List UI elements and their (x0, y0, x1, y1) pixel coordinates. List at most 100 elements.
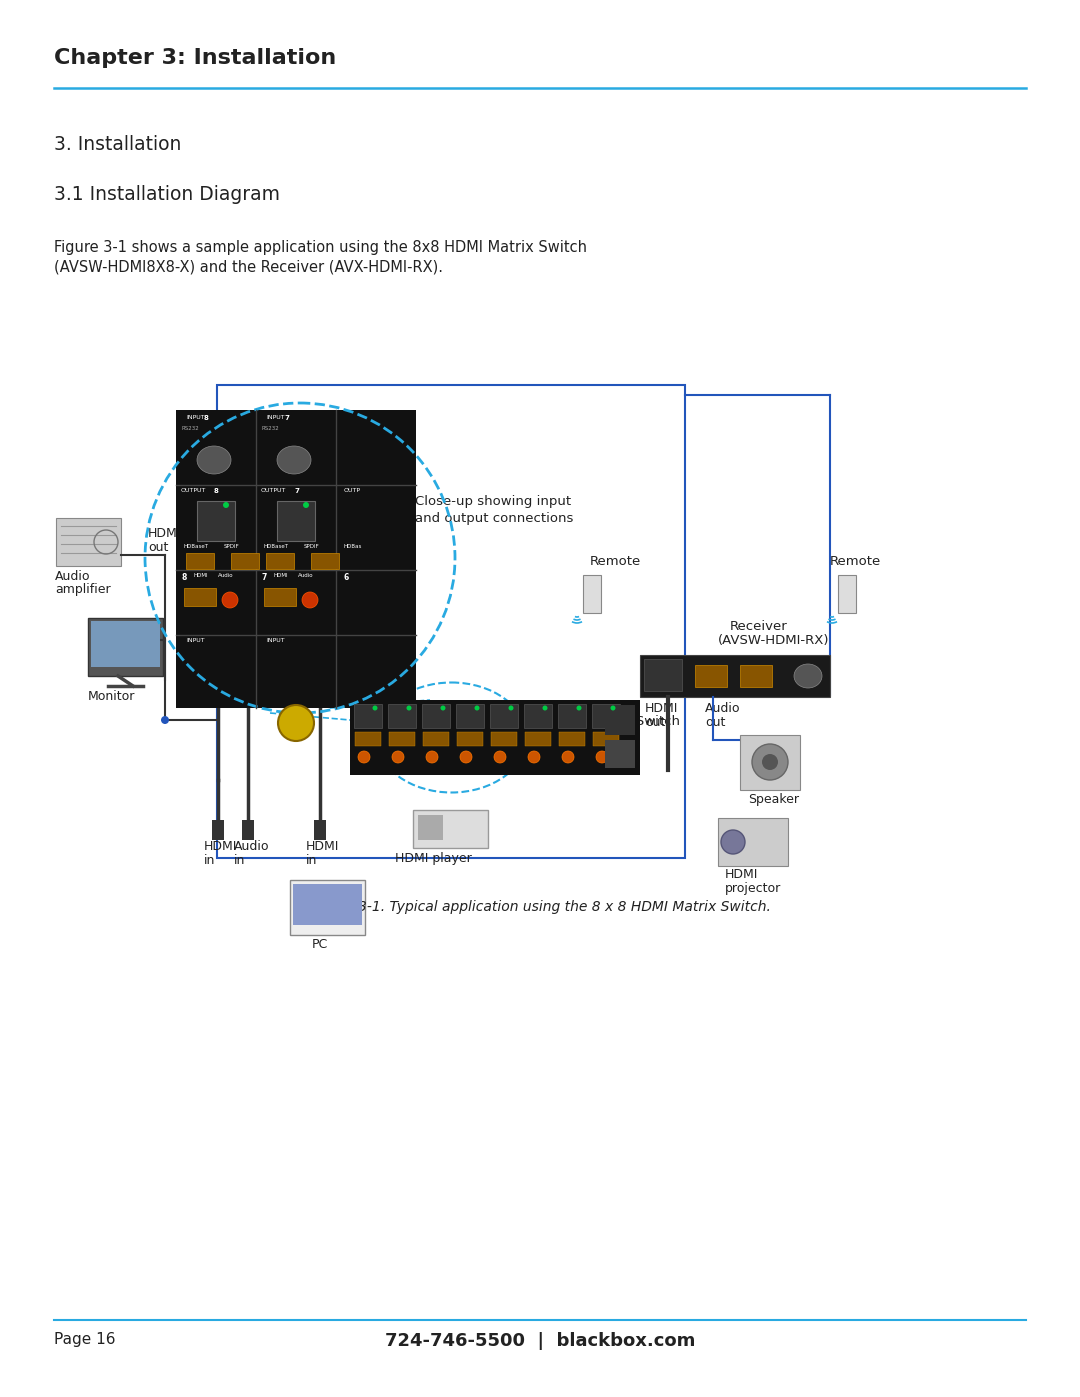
Circle shape (222, 502, 229, 509)
Text: INPUT: INPUT (186, 415, 204, 420)
Bar (583, 576, 600, 613)
Text: Receiver: Receiver (730, 620, 787, 633)
Text: Audio: Audio (705, 703, 741, 715)
Bar (217, 386, 685, 858)
FancyBboxPatch shape (491, 732, 517, 746)
Text: SPDIF: SPDIF (303, 543, 320, 549)
Circle shape (302, 592, 318, 608)
FancyBboxPatch shape (457, 732, 483, 746)
Text: HDBaseT: HDBaseT (264, 543, 289, 549)
Circle shape (406, 705, 411, 711)
FancyBboxPatch shape (388, 704, 416, 728)
Circle shape (392, 752, 404, 763)
FancyBboxPatch shape (423, 732, 449, 746)
Text: (AVSW-HDMI8X8-X) and the Receiver (AVX-HDMI-RX).: (AVSW-HDMI8X8-X) and the Receiver (AVX-H… (54, 260, 443, 275)
FancyBboxPatch shape (490, 704, 518, 728)
Text: HDMI: HDMI (306, 840, 339, 854)
Bar (838, 576, 856, 613)
Bar (350, 700, 640, 775)
Text: amplifier: amplifier (55, 583, 110, 597)
Text: HDMI: HDMI (204, 840, 238, 854)
Circle shape (752, 745, 788, 780)
Text: Figure 3-1. Typical application using the 8 x 8 HDMI Matrix Switch.: Figure 3-1. Typical application using th… (310, 900, 770, 914)
Circle shape (441, 705, 446, 711)
Text: in: in (306, 854, 318, 868)
Circle shape (509, 705, 513, 711)
Text: HDBaseT: HDBaseT (184, 543, 210, 549)
Bar (87, 617, 163, 676)
Text: Page 16: Page 16 (54, 1331, 116, 1347)
Text: Audio: Audio (234, 840, 270, 854)
FancyBboxPatch shape (231, 553, 259, 569)
Text: OUTPUT: OUTPUT (261, 488, 286, 493)
Circle shape (596, 752, 608, 763)
Text: Speaker: Speaker (748, 793, 799, 806)
Text: 3.1 Installation Diagram: 3.1 Installation Diagram (54, 184, 280, 204)
Circle shape (161, 717, 168, 724)
Text: HDBas: HDBas (345, 543, 363, 549)
Text: RS232: RS232 (261, 426, 279, 432)
FancyBboxPatch shape (592, 704, 620, 728)
Text: 6: 6 (345, 573, 349, 583)
Bar (314, 820, 326, 840)
Text: 3. Installation: 3. Installation (54, 136, 181, 154)
Text: OUTPUT: OUTPUT (181, 488, 206, 493)
FancyBboxPatch shape (184, 588, 216, 606)
Circle shape (494, 752, 507, 763)
Text: 8: 8 (181, 573, 187, 583)
Text: in: in (234, 854, 245, 868)
Text: projector: projector (725, 882, 781, 895)
Circle shape (278, 705, 314, 740)
Bar (413, 810, 488, 848)
Text: Remote: Remote (831, 555, 881, 569)
Text: 724-746-5500  |  blackbox.com: 724-746-5500 | blackbox.com (384, 1331, 696, 1350)
Text: Remote: Remote (590, 555, 642, 569)
Text: in: in (204, 854, 215, 868)
Ellipse shape (276, 446, 311, 474)
Bar (56, 518, 121, 566)
Text: INPUT: INPUT (266, 638, 285, 643)
Text: 7: 7 (284, 415, 288, 420)
Text: Audio: Audio (298, 573, 313, 578)
Text: 8 x 8 HDMI Matrix Switch: 8 x 8 HDMI Matrix Switch (513, 715, 680, 728)
FancyBboxPatch shape (593, 732, 619, 746)
Bar (293, 884, 362, 925)
Text: (AVSW-HDMI8X8-X): (AVSW-HDMI8X8-X) (513, 745, 640, 759)
Text: HDMI: HDMI (645, 703, 678, 715)
FancyBboxPatch shape (276, 502, 315, 541)
Text: 7: 7 (294, 488, 299, 495)
Text: out: out (645, 717, 665, 729)
Text: with HDBaseT: with HDBaseT (513, 731, 606, 743)
FancyBboxPatch shape (558, 704, 586, 728)
FancyBboxPatch shape (525, 732, 551, 746)
Circle shape (528, 752, 540, 763)
Text: 8: 8 (214, 488, 219, 495)
Text: HDMI: HDMI (194, 573, 208, 578)
Text: Figure 3-1 shows a sample application using the 8x8 HDMI Matrix Switch: Figure 3-1 shows a sample application us… (54, 240, 588, 256)
Text: and output connections: and output connections (415, 511, 573, 525)
Text: PC: PC (312, 937, 328, 951)
Circle shape (721, 830, 745, 854)
FancyBboxPatch shape (266, 553, 294, 569)
FancyBboxPatch shape (696, 665, 727, 687)
Circle shape (562, 752, 573, 763)
Bar (640, 655, 831, 697)
Text: 7: 7 (261, 573, 267, 583)
Circle shape (610, 705, 616, 711)
Bar (291, 880, 365, 935)
Bar (605, 705, 635, 735)
Circle shape (577, 705, 581, 711)
FancyBboxPatch shape (389, 732, 415, 746)
Text: RS232: RS232 (181, 426, 199, 432)
Text: INPUT: INPUT (186, 638, 204, 643)
Circle shape (357, 752, 370, 763)
FancyBboxPatch shape (311, 553, 339, 569)
FancyBboxPatch shape (354, 704, 382, 728)
Bar (718, 819, 788, 866)
FancyBboxPatch shape (456, 704, 484, 728)
Ellipse shape (794, 664, 822, 687)
Text: Audio: Audio (55, 570, 91, 583)
FancyBboxPatch shape (644, 659, 681, 692)
Circle shape (542, 705, 548, 711)
FancyBboxPatch shape (264, 588, 296, 606)
